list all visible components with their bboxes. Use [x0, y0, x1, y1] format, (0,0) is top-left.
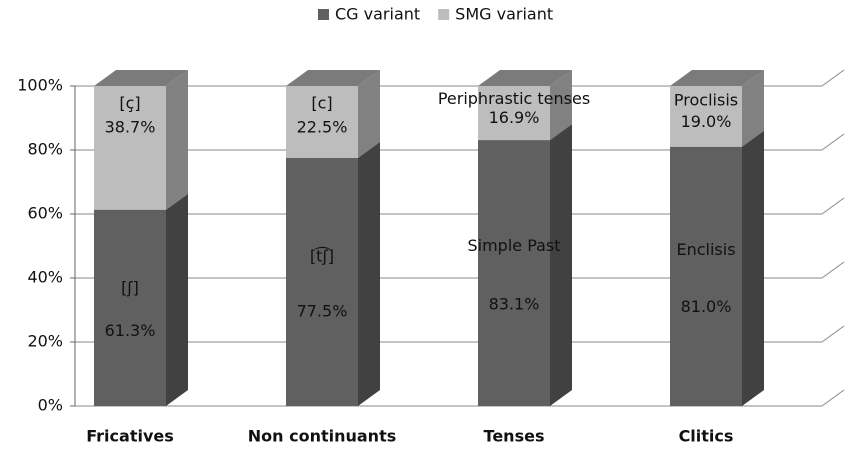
x-tick-label: Clitics — [679, 427, 734, 446]
bar-side — [550, 70, 572, 141]
x-tick-label: Fricatives — [86, 427, 174, 446]
y-tick-label: 20% — [27, 332, 63, 351]
bar-top — [478, 70, 572, 86]
bar-top — [670, 70, 764, 86]
bar-side — [742, 130, 764, 407]
annotation: Enclisis — [676, 240, 735, 259]
bar — [670, 146, 742, 407]
legend-label: SMG variant — [455, 5, 553, 24]
value-label: 22.5% — [297, 118, 348, 137]
bar — [478, 140, 550, 406]
legend-swatch — [318, 9, 329, 20]
bar-side — [358, 142, 380, 406]
legend-swatch — [438, 9, 450, 20]
bar-side — [358, 70, 380, 158]
bar — [286, 158, 358, 406]
y-tick-label: 40% — [27, 268, 63, 287]
bar-top — [94, 70, 188, 86]
bar-side — [166, 70, 188, 210]
bar — [94, 86, 166, 210]
grid-line-depth — [821, 261, 845, 279]
y-tick-label: 0% — [38, 396, 63, 415]
value-label: 61.3% — [105, 321, 156, 340]
annotation: [ç] — [119, 94, 140, 113]
bar — [286, 86, 358, 158]
bar — [478, 86, 550, 141]
annotation: [c] — [311, 94, 332, 113]
annotation: Periphrastic tenses — [438, 89, 590, 108]
value-label: 83.1% — [489, 294, 540, 313]
annotation: [t͡ʃ] — [310, 246, 334, 266]
value-label: 81.0% — [681, 297, 732, 316]
bar-side — [166, 193, 188, 406]
grid-line-depth — [821, 133, 845, 151]
annotation: Proclisis — [674, 91, 738, 110]
value-label: 19.0% — [681, 112, 732, 131]
grid-line-depth — [821, 197, 845, 215]
bar-top — [286, 70, 380, 86]
y-tick-label: 80% — [27, 140, 63, 159]
x-tick-label: Non continuants — [248, 427, 396, 446]
bar-side — [550, 124, 572, 406]
value-label: 38.7% — [105, 118, 156, 137]
y-tick-label: 60% — [27, 204, 63, 223]
bar — [94, 209, 166, 406]
value-label: 77.5% — [297, 301, 348, 320]
bar-side — [742, 70, 764, 147]
annotation: [ʃ] — [121, 278, 139, 297]
x-tick-label: Tenses — [484, 427, 545, 446]
legend-label: CG variant — [335, 5, 420, 24]
bar — [670, 86, 742, 147]
grid-line-depth — [821, 325, 845, 343]
grid-line-depth — [821, 69, 845, 87]
annotation: Simple Past — [467, 236, 560, 255]
grid-line-depth — [821, 389, 845, 407]
y-tick-label: 100% — [17, 76, 63, 95]
value-label: 16.9% — [489, 108, 540, 127]
